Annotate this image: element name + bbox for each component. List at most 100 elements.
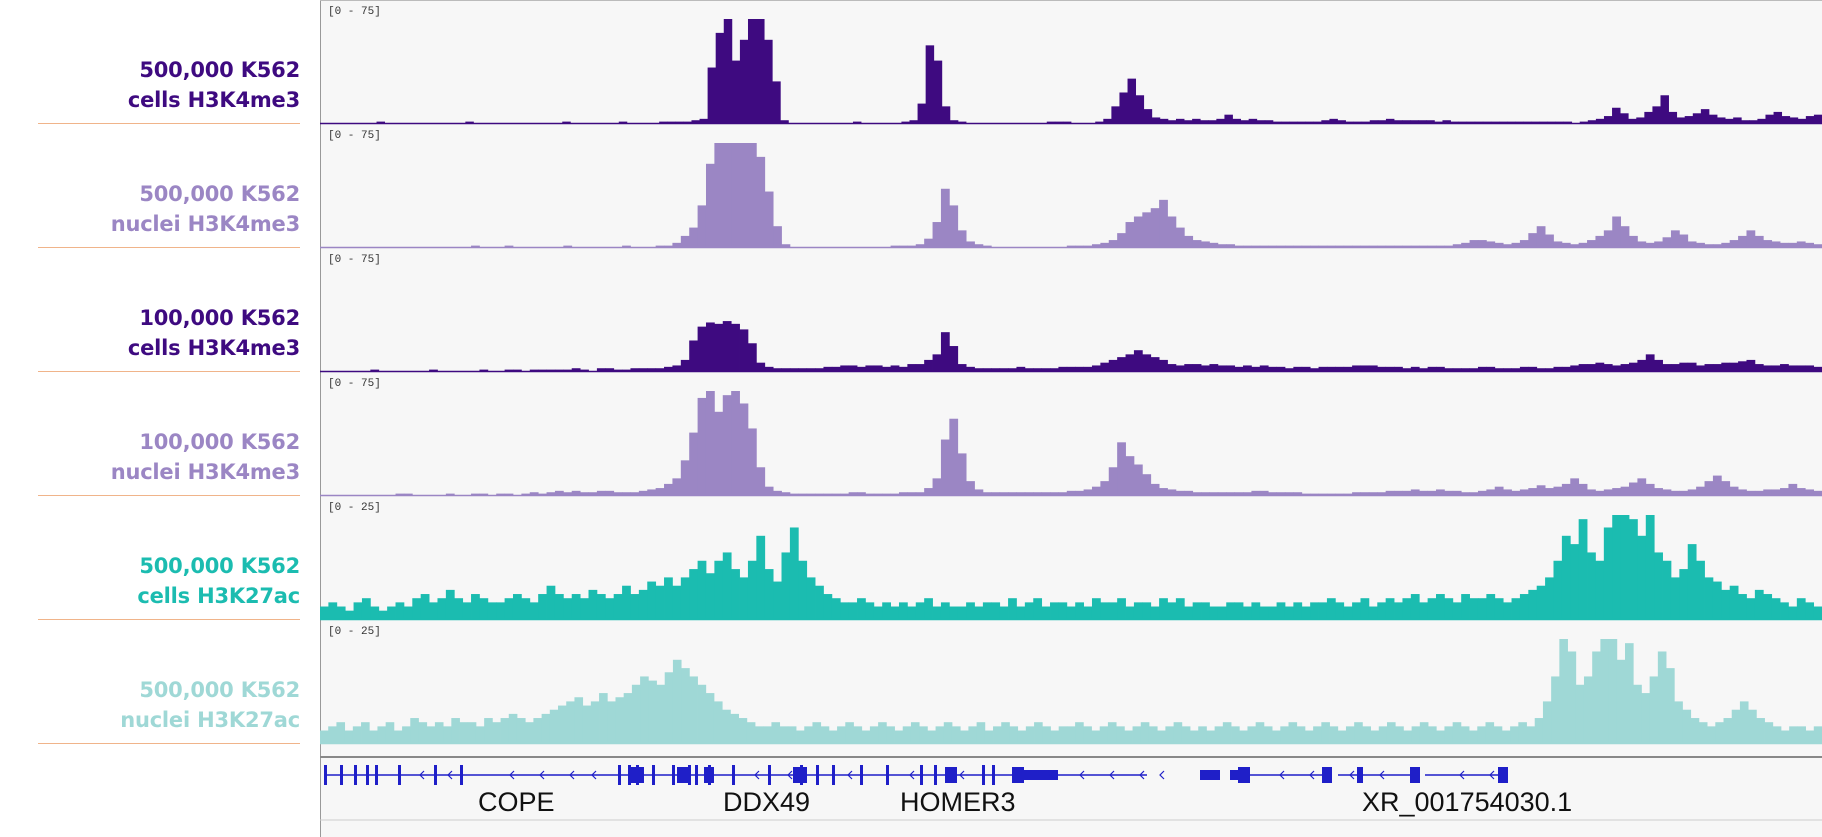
signal-bar [691,120,700,123]
signal-bar [1503,489,1512,495]
signal-bar [1419,245,1429,247]
signal-bar [1436,245,1445,247]
strand-arrow-icon [447,770,453,780]
signal-bar [1780,602,1789,619]
signal-bar [915,364,925,371]
signal-bar [1058,492,1068,495]
signal-bar [991,602,1001,619]
signal-bar [907,492,917,495]
track-label-line2: nuclei H3K27ac [120,708,300,732]
gene-exon [982,765,985,785]
signal-bar [1746,359,1756,371]
track-label-line2: cells H3K27ac [137,584,300,608]
signal-bar [336,606,346,619]
signal-bar [1796,488,1806,495]
signal-bar [1612,488,1622,495]
gene-exon-thick [1322,767,1332,783]
track-range-label: [0 - 75] [328,378,381,390]
signal-bar [1511,490,1521,495]
signal-bar [1578,364,1588,371]
signal-bar [1637,478,1647,495]
signal-bar [1469,240,1479,247]
genome-browser-panel[interactable]: [0 - 75] [0 - 75] [0 - 75] [0 - 75] [0 - 25]… [320,0,1822,837]
signal-bar [823,493,833,495]
signal-bar [984,730,994,743]
signal-bar [890,245,900,247]
strand-arrow-icon [959,770,965,780]
signal-bar [1729,240,1739,247]
signal-bar [991,368,1001,371]
signal-bar [1310,245,1319,247]
signal-bar [1788,606,1798,619]
signal-bar [1255,722,1265,743]
track-label-line2: nuclei H3K4me3 [110,212,301,236]
signal-bar [647,368,657,371]
signal-bar [1531,121,1540,123]
signal-bar [739,329,749,371]
signal-bar [1570,244,1580,247]
signal-bar [1637,535,1647,619]
signal-bar [1805,602,1815,619]
signal-bar [1493,726,1503,743]
signal-bar [798,368,808,371]
signal-bar [1075,490,1084,495]
signal-bar [1579,121,1589,123]
signal-bar [566,701,575,743]
signal-bar [487,602,497,619]
gene-utr [1200,770,1220,780]
signal-bar [1738,594,1747,619]
signal-bar [1503,602,1512,619]
signal-bar [873,493,883,495]
signal-bar [747,143,757,247]
signal-bar [1033,368,1043,371]
signal-bar [941,106,951,123]
signal-bar [723,19,733,123]
signal-bar [353,602,363,619]
signal-bar [1226,244,1236,247]
signal-bar [796,730,805,743]
signal-bar [1050,602,1059,619]
signal-bar [1764,722,1774,743]
signal-bar [1034,722,1043,743]
signal-bar [722,395,732,495]
signal-bar [806,493,816,495]
signal-bar [443,726,452,743]
signal-bar [1559,639,1568,743]
signal-bar [1592,651,1601,743]
signal-bar [1746,230,1756,247]
signal-bar [521,493,531,495]
signal-bar [705,391,715,495]
gene-exon-thick [1498,767,1508,783]
signal-bar [1184,235,1194,247]
signal-bar [1054,121,1064,123]
signal-bar [689,432,698,495]
signal-bar [705,573,715,619]
signal-bar [445,493,455,495]
signal-bar [1561,242,1571,247]
signal-bar [1603,116,1613,123]
track-label-text: 500,000 K562 nuclei H3K27ac [120,675,300,735]
signal-bar [1721,589,1731,619]
strand-arrow-icon [1159,770,1165,780]
signal-bar [1151,117,1161,123]
signal-bar [1595,490,1605,495]
signal-bar [1167,602,1177,619]
signal-bar [1243,606,1252,619]
signal-bar [1016,366,1026,371]
signal-bar [1676,117,1686,123]
signal-bar [1259,606,1269,619]
signal-bar [465,121,474,123]
signal-bar [828,730,838,743]
signal-bar [1326,366,1336,371]
signal-bar [1461,594,1470,619]
signal-bar [1754,235,1764,247]
signal-bar [1757,118,1766,123]
signal-bar [623,693,633,743]
signal-bar [1321,120,1330,123]
signal-bar [1494,598,1504,619]
signal-bar [831,366,841,371]
track-label-line2: nuclei H3K4me3 [110,460,301,484]
signal-bar [1313,121,1322,123]
signal-bar [1402,245,1412,247]
signal-bar [1150,208,1160,247]
